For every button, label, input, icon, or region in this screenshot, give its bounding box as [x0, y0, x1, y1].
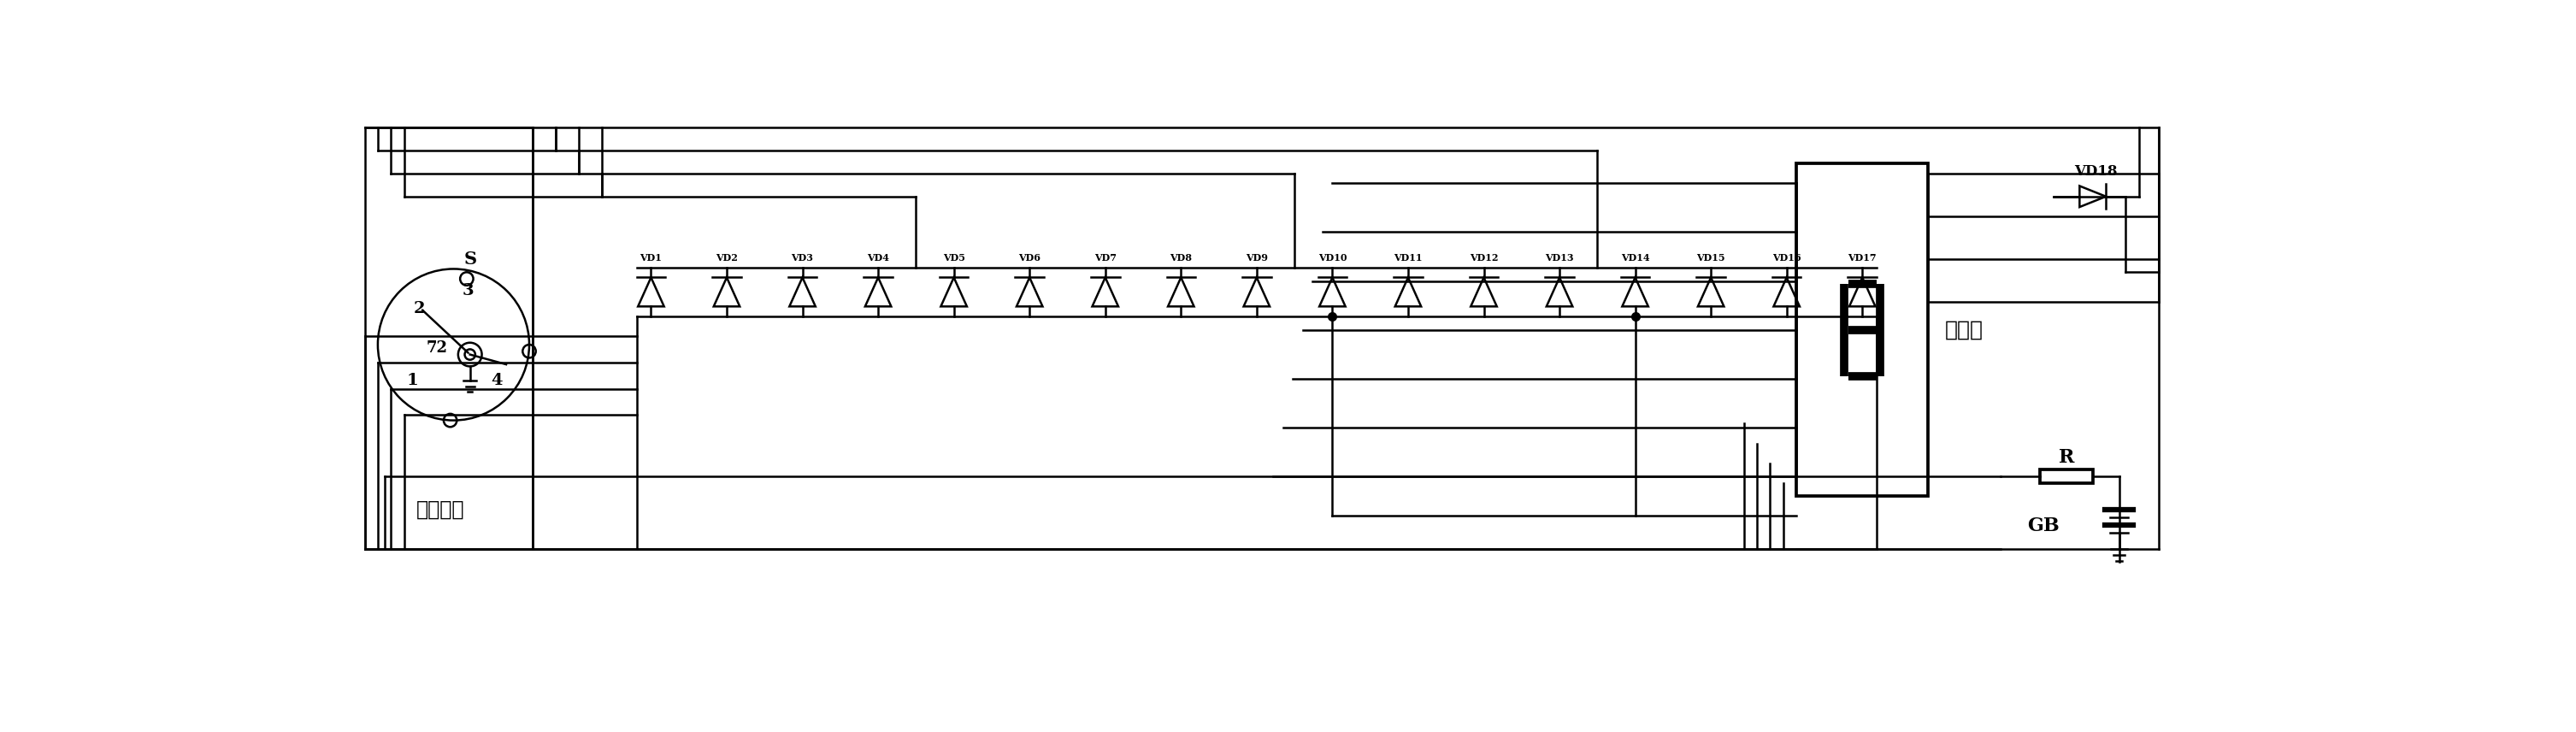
Text: VD6: VD6 — [1018, 253, 1041, 263]
Text: 4: 4 — [489, 373, 502, 389]
Text: GB: GB — [2027, 516, 2061, 535]
Text: VD1: VD1 — [639, 253, 662, 263]
Text: S: S — [464, 250, 477, 268]
Text: 72: 72 — [428, 340, 448, 356]
Text: 3: 3 — [461, 283, 474, 299]
Text: VD7: VD7 — [1095, 253, 1115, 263]
Text: VD11: VD11 — [1394, 253, 1422, 263]
Text: 1: 1 — [407, 373, 417, 389]
Text: R: R — [2058, 449, 2074, 467]
Text: VD18: VD18 — [2074, 164, 2117, 179]
Text: VD2: VD2 — [716, 253, 737, 263]
Text: VD3: VD3 — [791, 253, 814, 263]
Text: VD5: VD5 — [943, 253, 966, 263]
Text: VD9: VD9 — [1247, 253, 1267, 263]
Text: VD13: VD13 — [1546, 253, 1574, 263]
Bar — [1795, 163, 1929, 496]
Text: VD16: VD16 — [1772, 253, 1801, 263]
Text: 2: 2 — [415, 301, 425, 316]
Text: 挡位开关: 挡位开关 — [417, 499, 464, 520]
Text: VD14: VD14 — [1620, 253, 1649, 263]
Text: VD8: VD8 — [1170, 253, 1193, 263]
Text: VD10: VD10 — [1319, 253, 1347, 263]
Bar — [2040, 469, 2092, 484]
Text: VD15: VD15 — [1698, 253, 1726, 263]
Text: 数码管: 数码管 — [1945, 320, 1984, 340]
Text: VD4: VD4 — [868, 253, 889, 263]
Text: VD17: VD17 — [1847, 253, 1878, 263]
Text: VD12: VD12 — [1468, 253, 1499, 263]
